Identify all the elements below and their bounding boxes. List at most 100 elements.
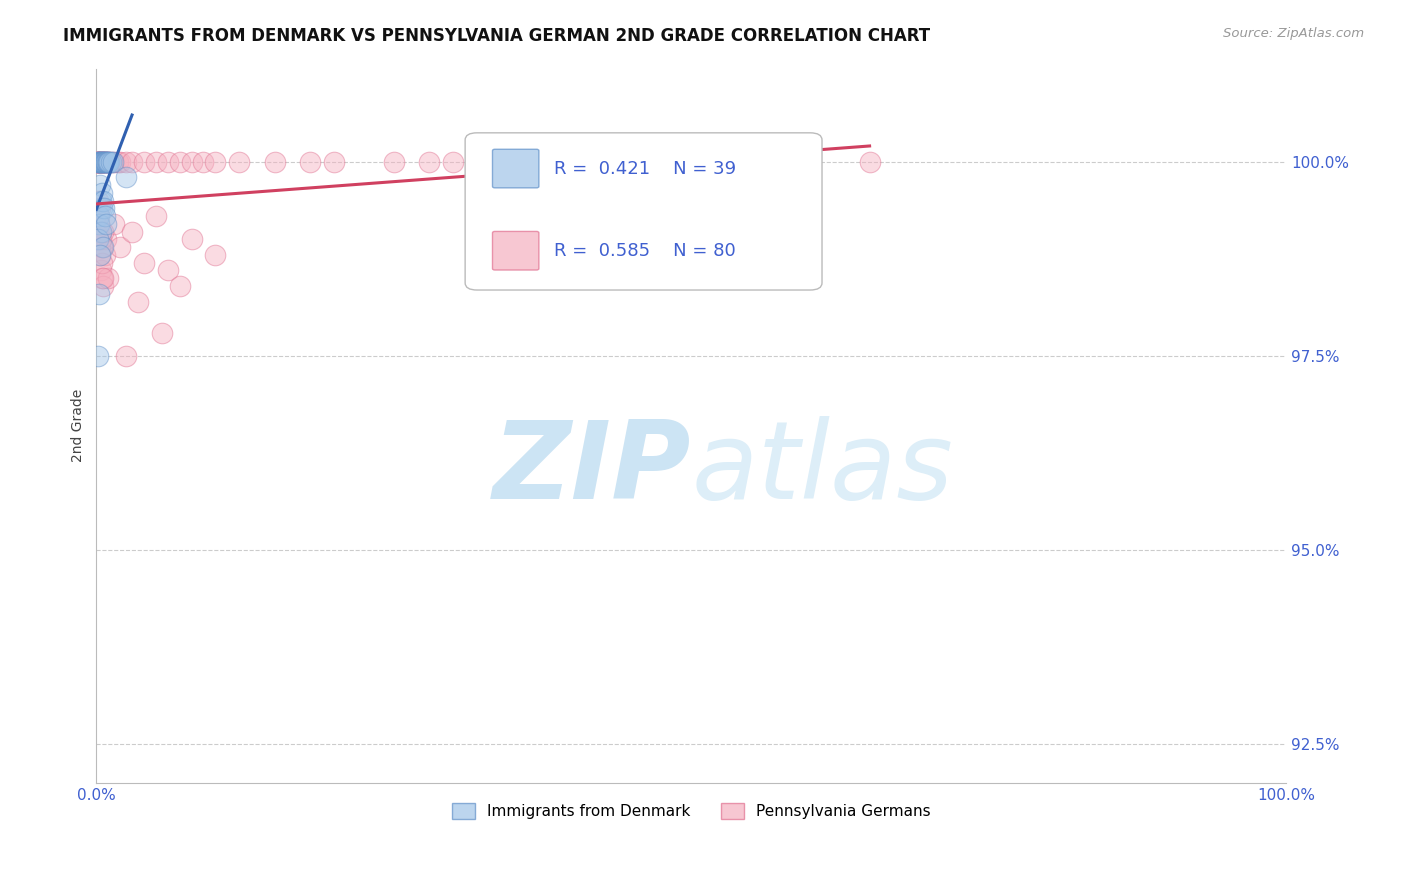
Point: [91, 271, 114, 285]
Point: [89, 232, 111, 246]
Point: [94, 232, 117, 246]
Text: Source: ZipAtlas.com: Source: ZipAtlas.com: [1223, 27, 1364, 40]
Point: [115, 170, 138, 185]
Y-axis label: 2nd Grade: 2nd Grade: [72, 389, 86, 462]
Point: [87, 154, 110, 169]
Point: [418, 154, 440, 169]
Point: [89, 154, 111, 169]
Point: [86, 154, 108, 169]
Point: [169, 279, 191, 293]
Point: [94, 154, 117, 169]
Text: atlas: atlas: [692, 417, 953, 521]
Point: [100, 154, 122, 169]
Point: [108, 154, 131, 169]
Point: [108, 240, 131, 254]
Point: [87, 286, 110, 301]
Point: [91, 194, 114, 208]
Point: [93, 154, 115, 169]
Point: [91, 154, 114, 169]
Point: [86, 154, 108, 169]
Point: [87, 154, 110, 169]
Point: [441, 154, 464, 169]
Point: [107, 154, 129, 169]
Point: [93, 154, 115, 169]
Point: [97, 154, 120, 169]
Point: [90, 263, 112, 277]
Point: [89, 178, 111, 192]
Point: [121, 154, 143, 169]
Point: [323, 154, 346, 169]
Point: [90, 225, 112, 239]
Point: [101, 154, 124, 169]
Point: [87, 154, 110, 169]
Point: [86, 154, 108, 169]
Point: [620, 154, 643, 169]
Point: [89, 248, 111, 262]
Point: [89, 202, 111, 216]
Point: [96, 217, 118, 231]
Point: [90, 154, 112, 169]
Point: [156, 154, 179, 169]
Point: [145, 154, 167, 169]
Legend: Immigrants from Denmark, Pennsylvania Germans: Immigrants from Denmark, Pennsylvania Ge…: [446, 797, 936, 825]
Point: [87, 194, 110, 208]
Point: [93, 240, 115, 254]
Point: [90, 186, 112, 200]
Point: [89, 154, 111, 169]
Point: [91, 271, 114, 285]
Point: [87, 232, 110, 246]
Point: [91, 154, 114, 169]
Point: [94, 154, 117, 169]
Text: R =  0.421    N = 39: R = 0.421 N = 39: [554, 160, 737, 178]
Point: [90, 194, 112, 208]
Point: [502, 154, 524, 169]
Point: [561, 154, 583, 169]
Point: [97, 154, 120, 169]
Text: ZIP: ZIP: [492, 416, 692, 522]
Point: [127, 294, 149, 309]
Point: [98, 154, 121, 169]
Point: [89, 154, 111, 169]
Point: [180, 232, 202, 246]
Point: [132, 255, 155, 269]
Text: IMMIGRANTS FROM DENMARK VS PENNSYLVANIA GERMAN 2ND GRADE CORRELATION CHART: IMMIGRANTS FROM DENMARK VS PENNSYLVANIA …: [63, 27, 931, 45]
Point: [89, 217, 111, 231]
Point: [97, 271, 120, 285]
Point: [89, 225, 111, 239]
Point: [98, 154, 121, 169]
Point: [91, 202, 114, 216]
Point: [90, 255, 112, 269]
Point: [681, 154, 703, 169]
Point: [93, 154, 115, 169]
Point: [93, 154, 115, 169]
Point: [87, 232, 110, 246]
Point: [90, 154, 112, 169]
Point: [94, 154, 117, 169]
Point: [91, 154, 114, 169]
Point: [193, 154, 215, 169]
Point: [382, 154, 405, 169]
Text: R =  0.585    N = 80: R = 0.585 N = 80: [554, 242, 737, 260]
Point: [115, 349, 138, 363]
Point: [89, 217, 111, 231]
Point: [169, 154, 191, 169]
Point: [204, 248, 226, 262]
Point: [93, 154, 115, 169]
Point: [150, 326, 173, 340]
Point: [228, 154, 250, 169]
Point: [100, 154, 122, 169]
Point: [93, 279, 115, 293]
Point: [91, 240, 114, 254]
Point: [87, 154, 110, 169]
Point: [799, 154, 821, 169]
Point: [86, 154, 108, 169]
Point: [180, 154, 202, 169]
Point: [89, 154, 111, 169]
Point: [86, 349, 108, 363]
Point: [96, 154, 118, 169]
Point: [93, 248, 115, 262]
Point: [145, 209, 167, 223]
Point: [156, 263, 179, 277]
FancyBboxPatch shape: [465, 133, 823, 290]
Point: [90, 154, 112, 169]
